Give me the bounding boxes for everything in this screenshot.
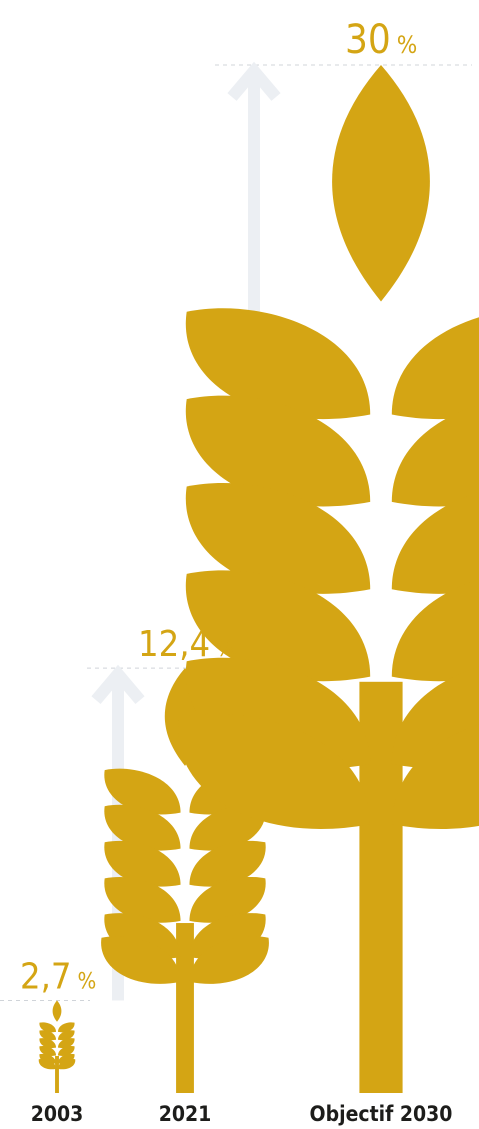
value-label: 2,7% (20, 956, 96, 997)
value-labels: 2,7 % 12,4 % 30% (20, 17, 417, 997)
arrow-head (227, 61, 281, 101)
category-labels: 2003 2021 Objectif 2030 (31, 1102, 453, 1126)
category-label: Objectif 2030 (310, 1102, 453, 1126)
guide-lines (0, 64, 472, 1001)
arrow-head (91, 664, 145, 704)
value-label: 30% (345, 17, 417, 63)
wheat-ear-icon (39, 1000, 76, 1093)
value-label: 12,4% (138, 624, 235, 665)
category-label: 2003 (31, 1102, 84, 1126)
category-label: 2021 (159, 1102, 212, 1126)
